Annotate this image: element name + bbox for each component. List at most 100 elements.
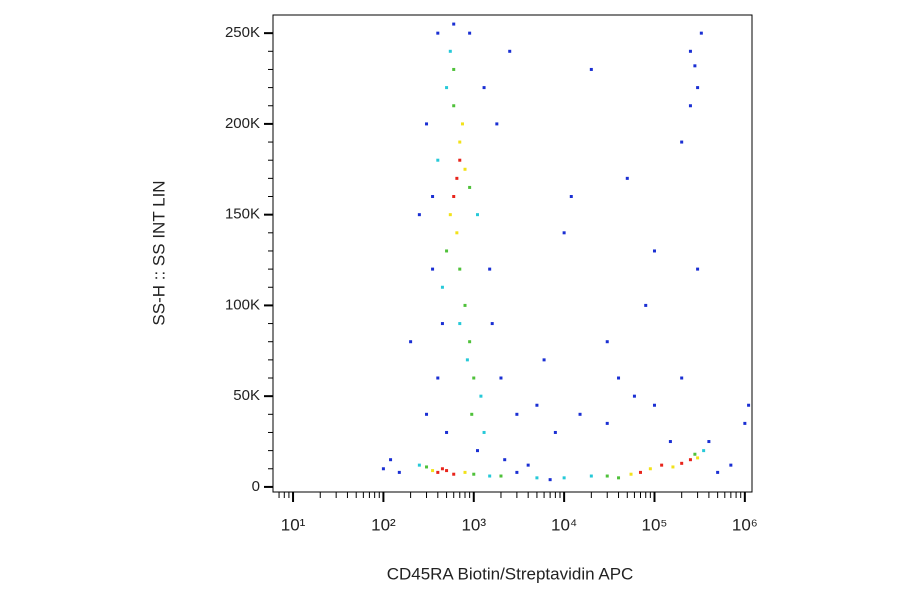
x-tick-label: 10² [371,515,396,534]
data-point [445,86,449,90]
x-tick-label: 10⁴ [551,515,577,534]
data-point [431,195,435,199]
y-tick-label: 100K [225,296,260,313]
data-point [702,449,706,453]
data-point [495,122,499,126]
data-point [455,231,459,235]
data-point [488,267,492,271]
data-point [553,430,557,434]
data-point [472,376,476,380]
data-point [696,86,700,90]
data-point [535,403,539,407]
data-point [589,474,593,478]
data-point [468,31,472,35]
data-point [625,176,629,180]
data-point [440,322,444,326]
data-point [445,249,449,253]
plot-frame [272,14,753,493]
data-point [436,470,440,474]
data-point [417,213,421,217]
data-point [605,474,609,478]
data-point [648,467,652,471]
data-point [472,472,476,476]
data-point [680,376,684,380]
data-point [440,467,444,471]
data-point [605,421,609,425]
data-point [465,358,469,362]
data-point [436,158,440,162]
data-point [425,412,429,416]
data-point [458,140,462,144]
data-point [468,185,472,189]
x-tick-label: 10¹ [281,515,306,534]
data-point [470,412,474,416]
data-point [452,67,456,71]
data-point [688,458,692,462]
data-point [436,31,440,35]
data-point [671,465,675,469]
data-point [747,403,751,407]
data-point [482,430,486,434]
y-tick-label: 50K [233,387,260,404]
data-point [716,470,720,474]
data-point [425,465,429,469]
data-point [617,376,621,380]
data-point [389,458,393,462]
data-point [632,394,636,398]
data-point [458,267,462,271]
y-tick-label: 150K [225,206,260,223]
data-point [463,470,467,474]
data-point [463,303,467,307]
data-point [482,86,486,90]
data-point [688,104,692,108]
data-point [707,440,711,444]
data-point [436,376,440,380]
data-point [743,421,747,425]
data-point [499,474,503,478]
data-point [409,340,413,344]
data-point [417,463,421,467]
data-point [397,470,401,474]
data-point [476,449,480,453]
data-point [629,472,633,476]
data-point [668,440,672,444]
data-point [693,452,697,456]
data-point [699,31,703,35]
data-point [458,322,462,326]
data-point [425,122,429,126]
data-point [458,158,462,162]
data-point [448,49,452,53]
data-point [452,104,456,108]
data-point [696,267,700,271]
data-point [515,412,519,416]
data-point [617,476,621,480]
data-point [468,340,472,344]
data-point [490,322,494,326]
data-point [460,122,464,126]
data-point [652,249,656,253]
data-point [479,394,483,398]
data-point [515,470,519,474]
data-point [638,470,642,474]
data-point [508,49,512,53]
data-point [452,22,456,26]
data-point [463,167,467,171]
data-point [445,469,449,473]
data-point [693,64,697,68]
x-tick-label: 10⁶ [732,515,758,534]
data-point [562,231,566,235]
data-point [381,467,385,471]
data-point [578,412,582,416]
data-point [680,461,684,465]
data-point [542,358,546,362]
y-axis-label: SS-H :: SS INT LIN [149,180,168,325]
data-point [503,458,507,462]
x-tick-label: 10³ [461,515,486,534]
data-point [548,478,552,482]
data-point [535,476,539,480]
data-point [448,213,452,217]
data-point [445,430,449,434]
y-tick-label: 250K [225,24,260,41]
data-point [431,267,435,271]
